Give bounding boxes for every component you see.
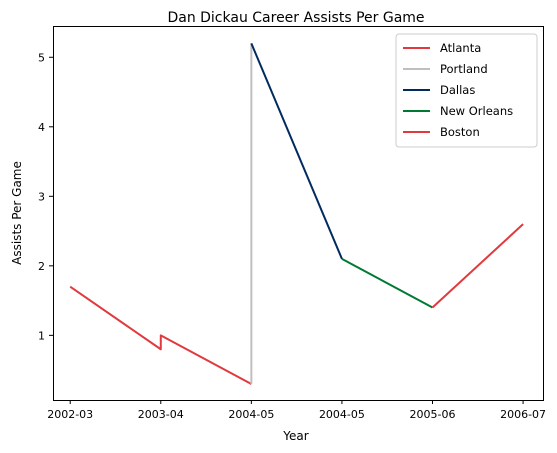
y-tick-label: 2 xyxy=(38,260,45,273)
x-tick-label: 2004-05 xyxy=(319,408,365,421)
legend-label-2: Dallas xyxy=(440,83,475,97)
series-line-4 xyxy=(431,223,524,309)
legend-label-4: Boston xyxy=(440,125,480,139)
plot-frame xyxy=(53,26,544,401)
x-tick-label: 2006-07 xyxy=(500,408,546,421)
legend-label-3: New Orleans xyxy=(440,104,513,118)
x-tick-label: 2002-03 xyxy=(47,408,93,421)
series-line-3 xyxy=(341,257,433,309)
x-axis-label: Year xyxy=(282,429,308,443)
legend-label-0: Atlanta xyxy=(440,41,481,55)
y-axis-label: Assists Per Game xyxy=(10,161,24,265)
plot-lines xyxy=(69,42,524,385)
x-tick-label: 2004-05 xyxy=(228,408,274,421)
legend-box xyxy=(395,33,538,148)
y-tick-label: 4 xyxy=(38,121,45,134)
x-axis-ticks: 2002-03 2003-04 2004-05 2004-05 2005-06 2006-… xyxy=(47,400,546,421)
legend-label-1: Portland xyxy=(440,62,488,76)
series-line-2 xyxy=(250,42,343,260)
y-tick-label: 5 xyxy=(38,51,45,64)
y-tick-label: 1 xyxy=(38,329,45,342)
chart-title: Dan Dickau Career Assists Per Game xyxy=(167,10,424,26)
legend: Atlanta Portland Dallas New Orleans Boston xyxy=(395,33,538,148)
y-axis-ticks: 1 2 3 4 5 xyxy=(38,51,53,342)
y-tick-label: 3 xyxy=(38,190,45,203)
x-tick-label: 2003-04 xyxy=(138,408,184,421)
series-line-0 xyxy=(69,285,252,385)
x-tick-label: 2005-06 xyxy=(410,408,456,421)
